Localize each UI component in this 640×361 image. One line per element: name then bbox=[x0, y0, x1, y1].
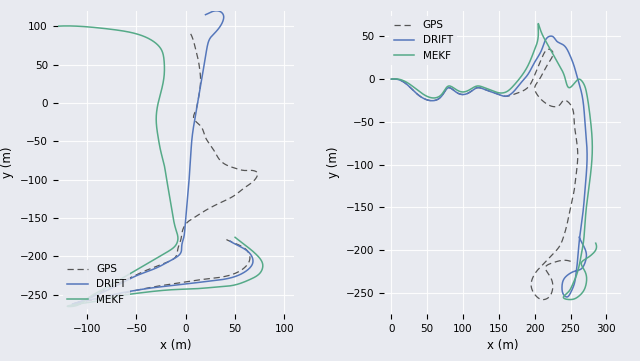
DRIFT bbox=[227, 239, 234, 243]
GPS bbox=[109, 284, 116, 288]
MEKF bbox=[545, 44, 553, 49]
DRIFT bbox=[552, 38, 559, 42]
Y-axis label: y (m): y (m) bbox=[328, 147, 340, 178]
MEKF bbox=[214, 285, 221, 289]
DRIFT bbox=[565, 51, 573, 56]
Line: GPS: GPS bbox=[391, 49, 578, 300]
Line: GPS: GPS bbox=[72, 34, 258, 305]
GPS bbox=[197, 278, 205, 282]
MEKF bbox=[231, 235, 239, 239]
Legend: GPS, DRIFT, MEKF: GPS, DRIFT, MEKF bbox=[63, 260, 131, 309]
DRIFT bbox=[547, 34, 555, 38]
MEKF bbox=[566, 297, 574, 302]
MEKF bbox=[534, 21, 542, 26]
Line: MEKF: MEKF bbox=[58, 26, 263, 306]
MEKF bbox=[387, 77, 395, 81]
DRIFT bbox=[201, 279, 209, 284]
GPS bbox=[540, 69, 548, 74]
GPS bbox=[436, 96, 444, 100]
DRIFT bbox=[573, 258, 581, 263]
DRIFT bbox=[212, 9, 220, 13]
GPS bbox=[539, 297, 547, 302]
GPS bbox=[570, 261, 578, 265]
GPS bbox=[221, 237, 229, 241]
GPS bbox=[547, 254, 555, 258]
Line: MEKF: MEKF bbox=[391, 23, 596, 300]
MEKF bbox=[576, 259, 584, 263]
MEKF bbox=[80, 299, 88, 304]
DRIFT bbox=[575, 248, 582, 252]
GPS bbox=[567, 203, 575, 207]
MEKF bbox=[556, 64, 563, 68]
MEKF bbox=[54, 24, 61, 29]
GPS bbox=[187, 32, 195, 36]
DRIFT bbox=[563, 295, 571, 299]
X-axis label: x (m): x (m) bbox=[160, 339, 191, 352]
GPS bbox=[531, 88, 539, 92]
X-axis label: x (m): x (m) bbox=[487, 339, 518, 352]
GPS bbox=[68, 303, 76, 307]
MEKF bbox=[101, 26, 109, 31]
MEKF bbox=[584, 190, 592, 194]
GPS bbox=[545, 47, 552, 51]
DRIFT bbox=[68, 302, 76, 306]
MEKF bbox=[592, 241, 600, 245]
Line: DRIFT: DRIFT bbox=[72, 11, 253, 304]
DRIFT bbox=[120, 280, 127, 284]
MEKF bbox=[136, 291, 144, 295]
GPS bbox=[387, 77, 395, 81]
DRIFT bbox=[387, 77, 395, 81]
MEKF bbox=[438, 92, 445, 97]
Legend: GPS, DRIFT, MEKF: GPS, DRIFT, MEKF bbox=[389, 16, 457, 65]
GPS bbox=[91, 293, 99, 297]
DRIFT bbox=[575, 235, 583, 239]
DRIFT bbox=[131, 288, 139, 293]
DRIFT bbox=[580, 193, 588, 198]
MEKF bbox=[579, 248, 586, 252]
GPS bbox=[125, 277, 132, 281]
Y-axis label: y (m): y (m) bbox=[1, 147, 14, 178]
MEKF bbox=[97, 288, 105, 292]
Line: DRIFT: DRIFT bbox=[391, 36, 587, 297]
DRIFT bbox=[213, 29, 221, 33]
DRIFT bbox=[104, 288, 111, 292]
GPS bbox=[127, 290, 134, 294]
DRIFT bbox=[202, 13, 209, 17]
GPS bbox=[540, 261, 548, 265]
DRIFT bbox=[433, 97, 441, 102]
MEKF bbox=[114, 279, 122, 283]
MEKF bbox=[66, 304, 74, 309]
DRIFT bbox=[88, 295, 95, 300]
GPS bbox=[196, 65, 204, 69]
MEKF bbox=[63, 24, 71, 28]
